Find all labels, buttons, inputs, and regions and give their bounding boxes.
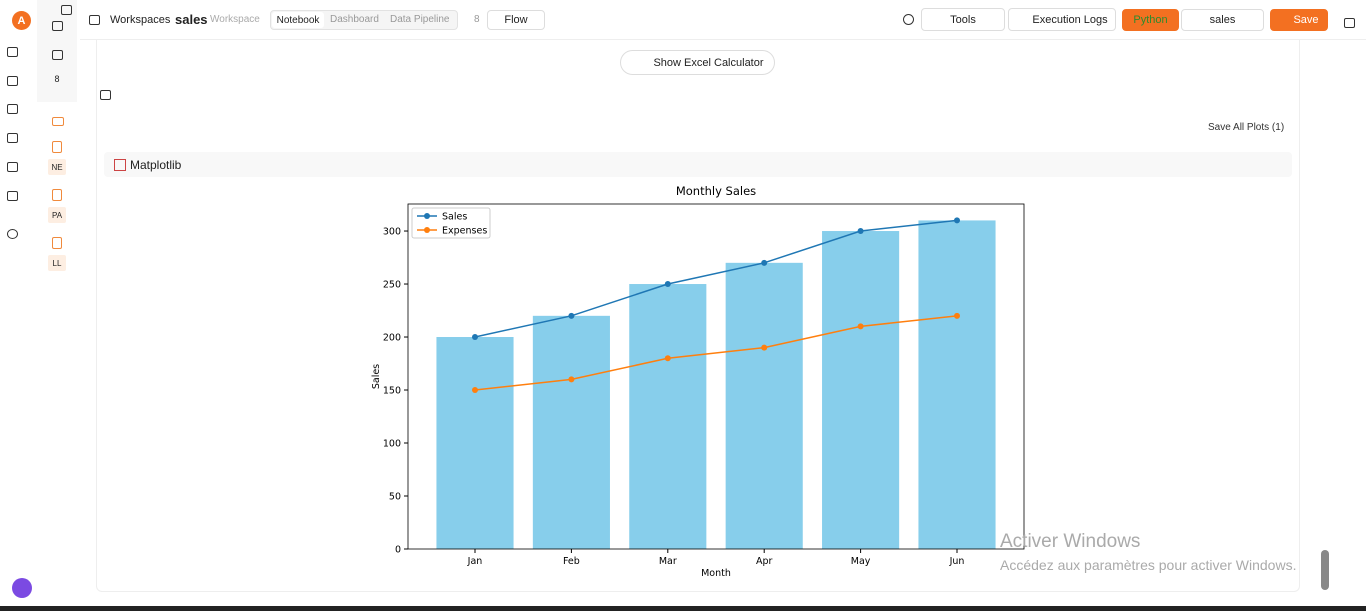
bar	[436, 337, 514, 549]
point	[568, 312, 575, 319]
plot-frame	[407, 203, 1025, 550]
point	[857, 323, 864, 330]
chip-icon[interactable]	[7, 162, 18, 172]
file-panel	[37, 0, 77, 102]
x-tick-label: Apr	[756, 556, 773, 567]
db-count: 8	[474, 14, 480, 25]
output-label: Matplotlib	[130, 158, 182, 172]
save-button[interactable]: Save	[1270, 9, 1328, 31]
tools-button[interactable]: Tools	[921, 8, 1005, 31]
bar	[532, 315, 610, 549]
output-header	[104, 152, 1292, 177]
point	[664, 355, 671, 362]
point	[472, 387, 478, 394]
x-tick-label: Jun	[949, 556, 965, 567]
folder-open-icon	[89, 15, 100, 25]
y-tick-label: 200	[383, 333, 401, 344]
point	[472, 334, 478, 341]
collapse-icon[interactable]	[61, 5, 72, 15]
point	[761, 344, 768, 351]
workspace-kind: Workspace	[210, 14, 260, 25]
x-tick-label: Feb	[563, 556, 580, 567]
new-folder-icon[interactable]	[52, 50, 63, 60]
y-tick-label: 0	[395, 545, 401, 556]
book-icon[interactable]	[7, 133, 18, 143]
workspace-name: sales	[175, 12, 208, 27]
legend-marker	[424, 227, 430, 233]
folder-select[interactable]: sales	[1181, 9, 1264, 31]
y-tick-label: 250	[383, 280, 401, 291]
bar	[918, 220, 996, 549]
excel-button[interactable]: Show Excel Calculator	[620, 50, 775, 75]
x-tick-label: Mar	[659, 556, 677, 567]
flow-button[interactable]: Flow	[487, 10, 545, 30]
file-icon[interactable]	[52, 237, 62, 249]
bell-icon[interactable]	[7, 229, 18, 239]
comment-icon[interactable]	[100, 90, 111, 100]
plot-icon	[114, 159, 126, 171]
watermark-text: Accédez aux paramètres pour activer Wind…	[1000, 557, 1297, 573]
scrollbar[interactable]	[1321, 550, 1329, 590]
y-tick-label: 50	[389, 492, 401, 503]
point	[761, 259, 768, 266]
chart-title: Monthly Sales	[676, 184, 756, 198]
drive-icon[interactable]	[7, 191, 18, 201]
logo[interactable]: A	[12, 11, 31, 30]
upload-icon[interactable]	[52, 21, 63, 31]
legend-label: Expenses	[442, 226, 487, 237]
table-icon[interactable]	[7, 104, 18, 114]
x-axis-label: Month	[701, 568, 731, 579]
y-tick-label: 300	[383, 227, 401, 238]
tab[interactable]: Notebook	[272, 12, 324, 28]
file-tag[interactable]: LL	[48, 255, 66, 271]
point	[664, 281, 671, 288]
chart: Monthly Sales 0 50 100 150 200 250 300 Jan Feb Mar…	[371, 184, 1025, 579]
chart-icon[interactable]	[7, 76, 18, 86]
line	[474, 219, 958, 338]
folder-icon[interactable]	[52, 117, 64, 126]
line	[474, 315, 958, 391]
breadcrumb[interactable]: Workspaces	[110, 14, 171, 26]
file-icon[interactable]	[52, 141, 62, 153]
watermark-title: Activer Windows	[1000, 531, 1141, 552]
legend-label: Sales	[442, 212, 467, 223]
file-icon[interactable]	[52, 189, 62, 201]
save-plots[interactable]: Save All Plots (1)	[1208, 122, 1285, 133]
legend-marker	[424, 213, 430, 219]
y-tick-label: 100	[383, 439, 401, 450]
point	[857, 228, 864, 235]
point	[954, 312, 960, 319]
runtime-button[interactable]: Python	[1122, 9, 1179, 31]
count: 8	[54, 74, 60, 84]
avatar[interactable]	[12, 578, 32, 598]
cell	[96, 40, 1300, 592]
home-icon[interactable]	[7, 47, 18, 57]
file-tag[interactable]: PA	[48, 207, 66, 223]
point	[954, 217, 960, 224]
panel-icon[interactable]	[1344, 18, 1355, 28]
taskbar-edge	[0, 606, 1366, 611]
file-tag[interactable]: NE	[48, 159, 66, 175]
x-tick-label: May	[851, 556, 871, 567]
bar	[725, 262, 803, 549]
bar	[629, 284, 707, 549]
y-tick-label: 150	[383, 386, 401, 397]
y-axis-label: Sales	[371, 364, 382, 389]
point	[568, 376, 575, 383]
tab[interactable]: Dashboard	[330, 14, 379, 25]
tab[interactable]: Data Pipeline	[390, 14, 450, 25]
logs-button[interactable]: Execution Logs	[1008, 8, 1116, 31]
bar	[822, 231, 900, 549]
x-tick-label: Jan	[467, 556, 483, 567]
settings-icon[interactable]	[903, 14, 914, 25]
header-divider	[80, 39, 1366, 40]
